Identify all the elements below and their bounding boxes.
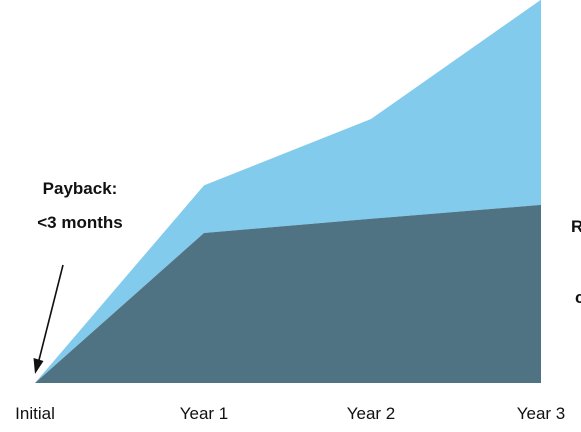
x-tick-label: Year 3 (517, 404, 566, 423)
x-axis-ticks: Initial Year 1 Year 2 Year 3 (15, 404, 565, 423)
clipped-label-2: c (575, 288, 581, 307)
payback-annotation: Payback: <3 months (33, 179, 123, 374)
annotation-line-1: Payback: (43, 179, 118, 198)
x-tick-label: Year 1 (180, 404, 229, 423)
annotation-line-2: <3 months (37, 213, 123, 232)
area-series (35, 0, 541, 383)
x-tick-label: Initial (15, 404, 55, 423)
annotation-arrow-line (38, 264, 64, 361)
area-series-2 (35, 0, 541, 383)
annotation-arrow-head (33, 358, 44, 374)
area-series-1 (35, 204, 541, 383)
clipped-label-1: R (571, 217, 581, 236)
x-tick-label: Year 2 (347, 404, 396, 423)
